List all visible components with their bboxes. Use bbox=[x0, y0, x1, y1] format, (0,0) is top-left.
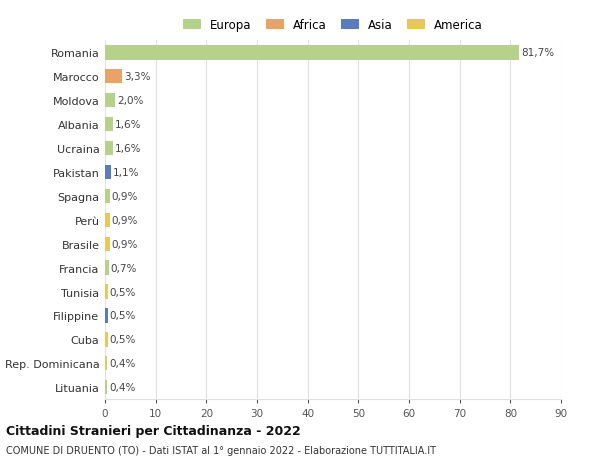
Bar bbox=[105, 308, 107, 323]
Text: 81,7%: 81,7% bbox=[521, 48, 554, 58]
Legend: Europa, Africa, Asia, America: Europa, Africa, Asia, America bbox=[183, 19, 483, 32]
Bar bbox=[105, 356, 107, 371]
Text: 0,7%: 0,7% bbox=[110, 263, 137, 273]
Bar bbox=[105, 118, 113, 132]
Text: 0,5%: 0,5% bbox=[110, 335, 136, 345]
Text: 0,9%: 0,9% bbox=[112, 191, 138, 202]
Text: 0,9%: 0,9% bbox=[112, 215, 138, 225]
Bar bbox=[105, 213, 110, 228]
Bar bbox=[105, 94, 115, 108]
Bar bbox=[105, 189, 110, 204]
Bar bbox=[105, 261, 109, 275]
Text: 1,1%: 1,1% bbox=[113, 168, 139, 178]
Text: 0,5%: 0,5% bbox=[110, 287, 136, 297]
Bar bbox=[105, 141, 113, 156]
Text: 3,3%: 3,3% bbox=[124, 72, 150, 82]
Bar bbox=[105, 380, 107, 395]
Text: COMUNE DI DRUENTO (TO) - Dati ISTAT al 1° gennaio 2022 - Elaborazione TUTTITALIA: COMUNE DI DRUENTO (TO) - Dati ISTAT al 1… bbox=[6, 445, 436, 455]
Bar bbox=[105, 332, 107, 347]
Text: 0,5%: 0,5% bbox=[110, 311, 136, 321]
Text: 2,0%: 2,0% bbox=[117, 96, 143, 106]
Bar bbox=[105, 70, 122, 84]
Text: 0,4%: 0,4% bbox=[109, 358, 136, 369]
Bar bbox=[105, 165, 110, 180]
Text: Cittadini Stranieri per Cittadinanza - 2022: Cittadini Stranieri per Cittadinanza - 2… bbox=[6, 425, 301, 437]
Text: 0,4%: 0,4% bbox=[109, 382, 136, 392]
Text: 1,6%: 1,6% bbox=[115, 144, 142, 154]
Text: 1,6%: 1,6% bbox=[115, 120, 142, 130]
Bar bbox=[105, 285, 107, 299]
Text: 0,9%: 0,9% bbox=[112, 239, 138, 249]
Bar bbox=[105, 46, 519, 61]
Bar bbox=[105, 237, 110, 252]
